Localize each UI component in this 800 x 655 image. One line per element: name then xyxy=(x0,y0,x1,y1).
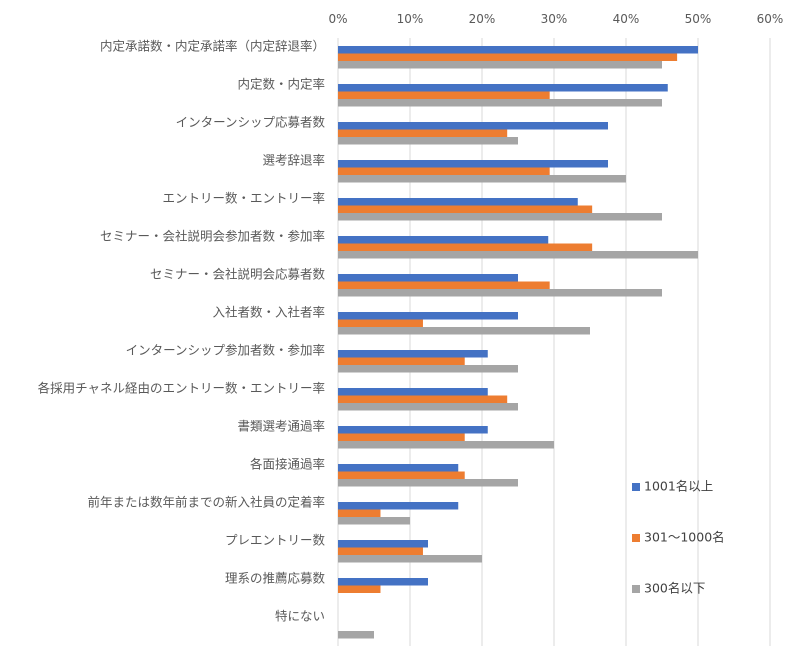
bar xyxy=(338,357,465,365)
legend-swatch xyxy=(632,534,640,542)
bar xyxy=(338,281,550,289)
bar xyxy=(338,471,465,479)
bar xyxy=(338,213,662,221)
category-label: エントリー数・エントリー率 xyxy=(162,191,325,206)
category-label: インターンシップ応募者数 xyxy=(176,115,326,130)
bar xyxy=(338,160,608,168)
bar xyxy=(338,99,662,107)
bar xyxy=(338,403,518,411)
x-tick-label: 60% xyxy=(757,12,784,26)
bar xyxy=(338,517,410,525)
category-label: 各採用チャネル経由のエントリー数・エントリー率 xyxy=(38,381,325,396)
bar xyxy=(338,91,550,99)
x-tick-label: 20% xyxy=(469,12,496,26)
x-tick-label: 30% xyxy=(541,12,568,26)
bar xyxy=(338,243,593,251)
bar xyxy=(338,198,578,206)
bar xyxy=(338,540,428,548)
legend-swatch xyxy=(632,483,640,491)
bar xyxy=(338,547,423,555)
category-label: 書類選考通過率 xyxy=(237,419,325,434)
x-tick-label: 0% xyxy=(328,12,347,26)
bar xyxy=(338,129,508,137)
bar xyxy=(338,578,428,586)
bar xyxy=(338,441,554,449)
bar xyxy=(338,46,698,54)
bar xyxy=(338,585,381,593)
bar xyxy=(338,433,465,441)
category-label: インターンシップ参加者数・参加率 xyxy=(126,343,325,358)
bar xyxy=(338,502,459,510)
category-label: 特にない xyxy=(275,609,325,624)
bar xyxy=(338,175,626,183)
category-label: 理系の推薦応募数 xyxy=(225,571,326,586)
bar xyxy=(338,251,698,259)
category-label: セミナー・会社説明会応募者数 xyxy=(150,267,326,282)
x-tick-label: 10% xyxy=(397,12,424,26)
bar xyxy=(338,365,518,373)
bar xyxy=(338,327,590,335)
bars xyxy=(338,46,698,639)
bar xyxy=(338,631,374,639)
category-label: 入社者数・入社者率 xyxy=(212,305,325,320)
legend: 1001名以上 301～1000名 300名以下 xyxy=(632,479,725,596)
bar xyxy=(338,236,549,244)
bar xyxy=(338,122,608,130)
bar xyxy=(338,84,668,92)
bar xyxy=(338,53,678,61)
bar xyxy=(338,319,423,327)
bar xyxy=(338,137,518,145)
bar xyxy=(338,479,518,487)
category-label: セミナー・会社説明会参加者数・参加率 xyxy=(100,229,325,244)
bar xyxy=(338,426,488,434)
bar xyxy=(338,289,662,297)
bar xyxy=(338,555,482,563)
bar xyxy=(338,167,550,175)
bar xyxy=(338,61,662,69)
category-label: 前年または数年前までの新入社員の定着率 xyxy=(87,495,325,510)
category-label: 選考辞退率 xyxy=(262,153,325,168)
legend-label: 300名以下 xyxy=(644,581,705,596)
bar xyxy=(338,388,488,396)
bar xyxy=(338,350,488,358)
legend-label: 1001名以上 xyxy=(644,479,713,494)
bar xyxy=(338,464,459,472)
x-axis-ticks: 0% 10% 20% 30% 40% 50% 60% xyxy=(328,12,783,26)
bar xyxy=(338,509,381,517)
category-labels: 内定承諾数・内定承諾率（内定辞退率） 内定数・内定率インターンシップ応募者数選考辞… xyxy=(38,39,326,624)
bar xyxy=(338,205,593,213)
legend-label: 301～1000名 xyxy=(644,530,725,545)
category-label: プレエントリー数 xyxy=(225,533,326,548)
x-tick-label: 50% xyxy=(685,12,712,26)
category-label: 内定数・内定率 xyxy=(237,77,325,92)
bar xyxy=(338,312,518,320)
category-label: 各面接通過率 xyxy=(250,457,325,472)
bar xyxy=(338,274,518,282)
legend-swatch xyxy=(632,585,640,593)
x-tick-label: 40% xyxy=(613,12,640,26)
bar xyxy=(338,395,508,403)
category-label: 内定承諾数・内定承諾率（内定辞退率） xyxy=(100,39,325,54)
